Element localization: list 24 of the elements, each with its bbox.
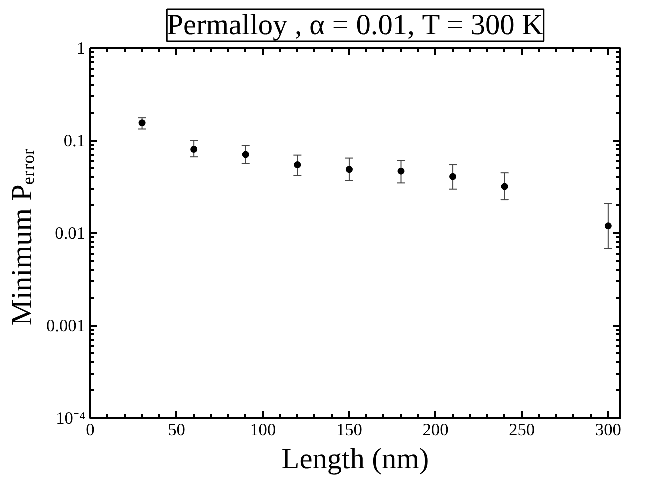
x-tick-label: 300 — [595, 420, 622, 440]
point — [190, 146, 198, 153]
x-tick-label: 0 — [86, 420, 95, 440]
point — [450, 173, 457, 180]
y-tick-label: 0.001 — [46, 316, 86, 336]
y-tick-label: 0.01 — [55, 224, 86, 243]
point — [346, 166, 353, 174]
y-tick-label: 10⁻⁴ — [56, 409, 86, 428]
x-tick-label: 150 — [336, 420, 362, 440]
point — [501, 183, 508, 190]
point — [242, 151, 250, 158]
x-tick-label: 250 — [509, 420, 536, 440]
x-tick-label: 100 — [250, 420, 276, 440]
point — [138, 120, 146, 127]
point — [294, 162, 302, 169]
point — [398, 168, 405, 175]
y-tick-label: 0.1 — [64, 132, 86, 150]
y-axis-title: Minimum Pₑᵣᵣₒᵣ — [6, 148, 39, 326]
x-axis-title: Length (nm) — [282, 444, 430, 476]
x-tick-label: 200 — [422, 420, 449, 440]
x-tick-label: 50 — [168, 420, 186, 440]
chart-title: Permalloy , α = 0.01, T = 300 K — [167, 10, 544, 42]
y-tick-label: 1 — [76, 39, 86, 58]
point — [604, 222, 612, 230]
